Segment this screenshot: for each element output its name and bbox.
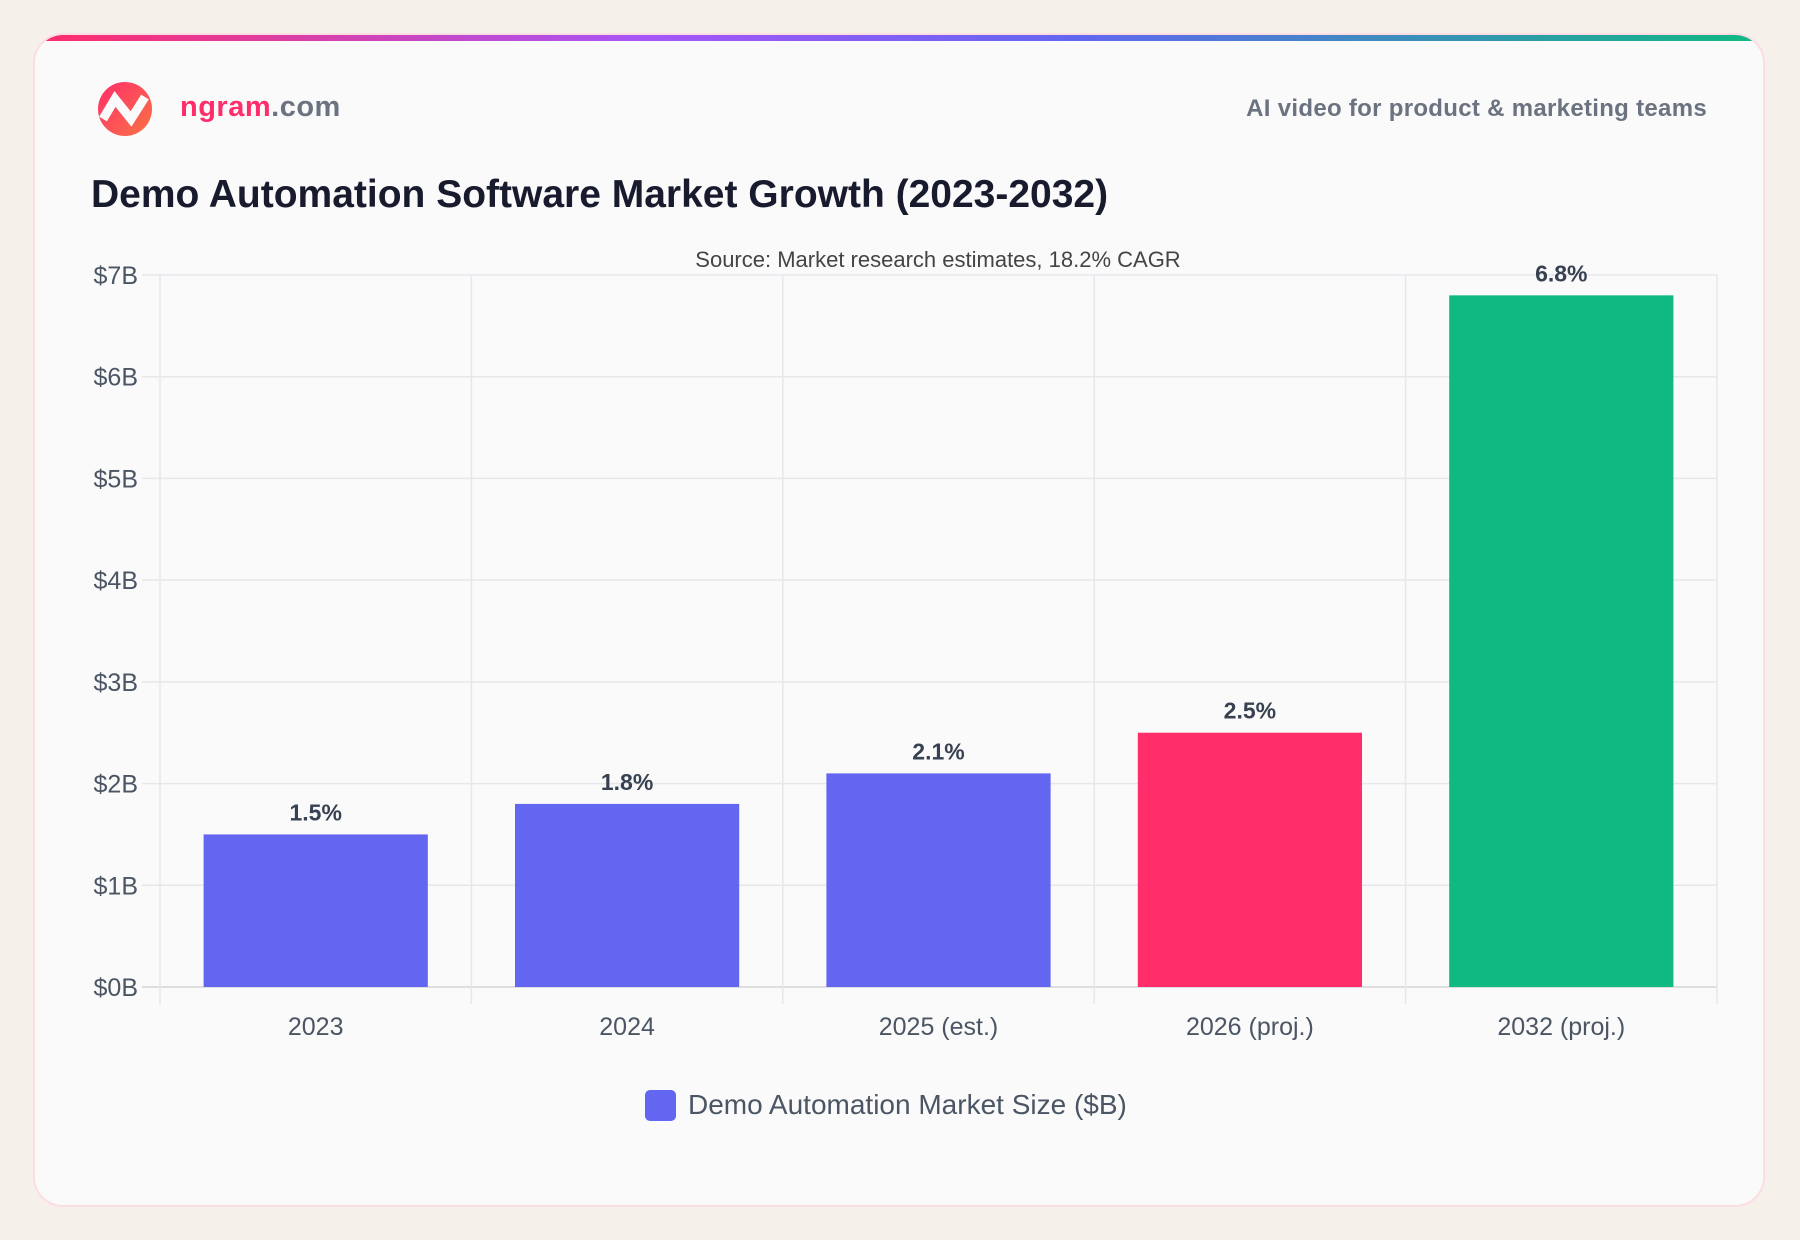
x-tick-label: 2026 (proj.) (1186, 1013, 1314, 1041)
data-label: 6.8% (1535, 260, 1587, 286)
bar-2023 (203, 834, 428, 987)
bar-2026-proj (1137, 732, 1363, 987)
y-tick-label: $2B (94, 771, 138, 799)
legend-label: Demo Automation Market Size ($B) (688, 1089, 1127, 1120)
y-tick-label: $7B (94, 262, 138, 290)
bar-2032-proj (1449, 295, 1674, 987)
data-label: 2.1% (912, 738, 964, 764)
data-label: 1.5% (289, 799, 341, 825)
data-label: 2.5% (1224, 698, 1276, 724)
gradient-accent-bar (35, 35, 1763, 41)
y-tick-label: $4B (94, 567, 138, 595)
tagline: AI video for product & marketing teams (1246, 95, 1707, 122)
bar-2024 (514, 803, 740, 987)
chart-subtitle: Source: Market research estimates, 18.2%… (695, 247, 1180, 272)
data-label: 1.8% (601, 769, 653, 795)
x-tick-label: 2032 (proj.) (1497, 1013, 1625, 1041)
y-tick-label: $5B (94, 465, 138, 493)
bar-2025-est (826, 773, 1051, 987)
chart-title: Demo Automation Software Market Growth (… (91, 173, 1109, 216)
x-tick-label: 2025 (est.) (879, 1013, 999, 1041)
x-tick-label: 2024 (599, 1013, 655, 1041)
y-tick-label: $6B (94, 364, 138, 392)
legend-swatch (645, 1090, 676, 1121)
brand-name: ngram.com (180, 91, 341, 124)
ngram-logo-icon (98, 82, 152, 136)
y-tick-label: $0B (94, 974, 138, 1002)
y-tick-label: $3B (94, 669, 138, 697)
brand-main: ngram (180, 91, 272, 123)
x-tick-label: 2023 (288, 1013, 344, 1041)
brand-suffix: .com (271, 91, 341, 123)
y-tick-label: $1B (94, 872, 138, 900)
